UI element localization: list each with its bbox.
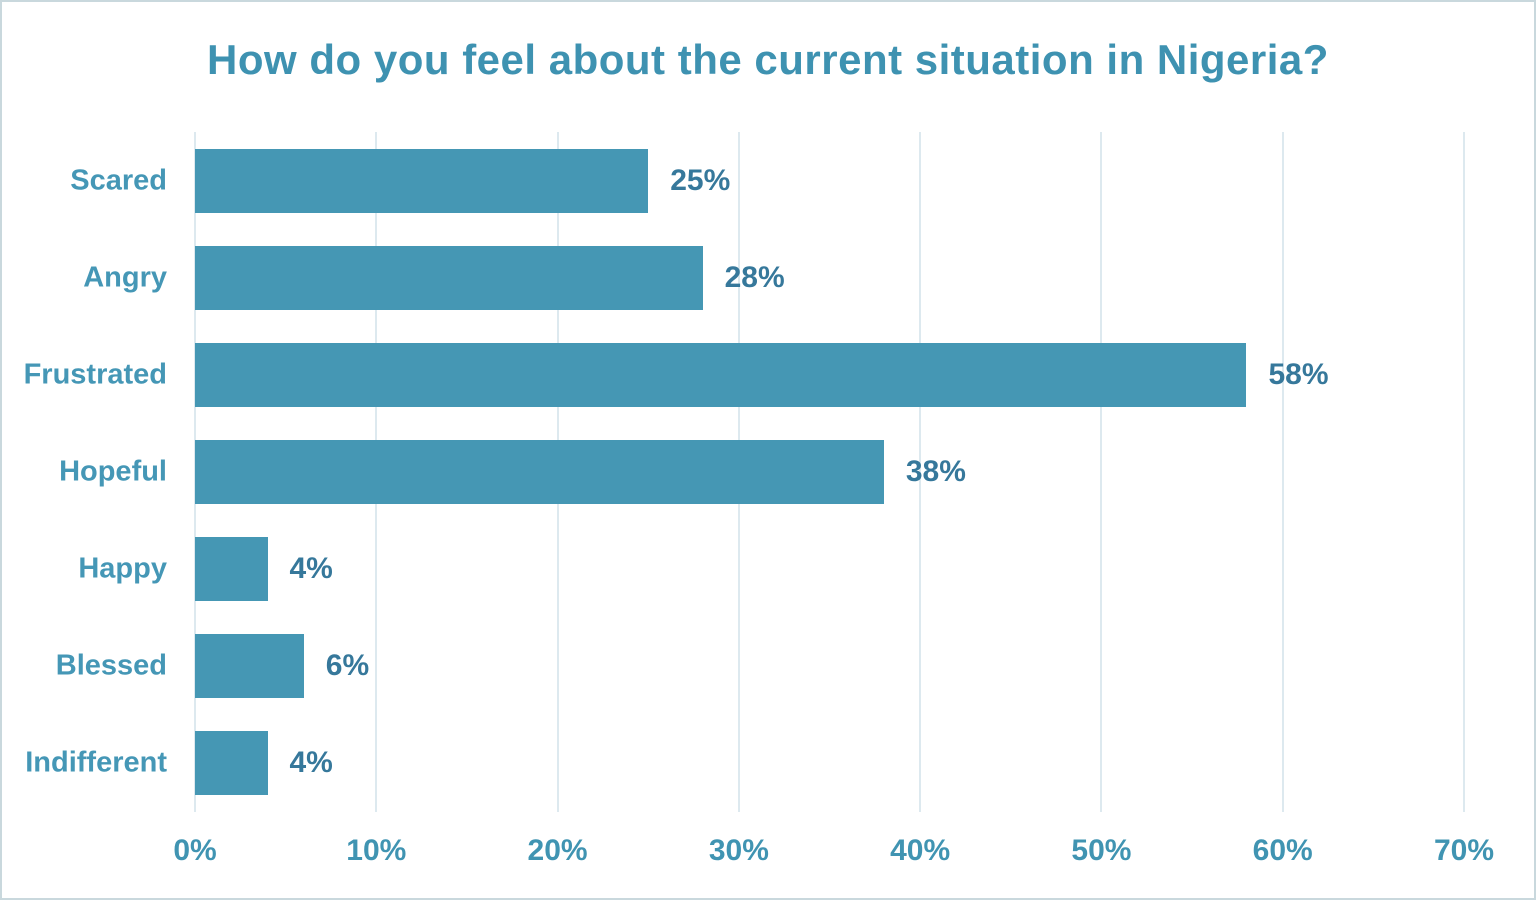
bar: [195, 634, 304, 699]
value-label: 4%: [289, 746, 333, 780]
category-label: Indifferent: [25, 746, 167, 779]
category-label: Frustrated: [23, 358, 167, 391]
x-axis: 0% 10% 20% 30% 40% 50% 60% 70%: [173, 834, 1494, 884]
bar: [195, 342, 1247, 407]
bar: [195, 245, 703, 310]
x-tick-label: 50%: [1071, 834, 1132, 867]
category-label: Angry: [83, 261, 167, 294]
x-tick-label: 10%: [346, 834, 407, 867]
plot-area: Scared 25% Angry 28% Frustrated 58% Hopeful 38%…: [24, 132, 1465, 812]
bar-row: Happy 4%: [78, 521, 1464, 618]
value-label: 58%: [1268, 357, 1329, 391]
category-label: Scared: [70, 164, 167, 197]
bar: [195, 148, 649, 213]
value-label: 25%: [670, 163, 731, 197]
x-tick-label: 0%: [173, 834, 217, 867]
chart-title: How do you feel about the current situat…: [207, 36, 1329, 83]
x-tick-label: 20%: [527, 834, 588, 867]
bar-row: Angry 28%: [83, 229, 1464, 326]
value-label: 28%: [724, 260, 785, 294]
x-tick-label: 60%: [1252, 834, 1313, 867]
category-label: Happy: [78, 552, 167, 585]
x-tick-label: 40%: [890, 834, 951, 867]
bar-row: Blessed 6%: [56, 618, 1464, 715]
bar-row: Indifferent 4%: [25, 715, 1464, 812]
bar: [195, 537, 268, 602]
category-label: Blessed: [55, 649, 167, 682]
bar-row: Scared 25%: [70, 132, 1464, 229]
value-label: 4%: [289, 552, 333, 586]
gridline: [1100, 132, 1103, 812]
bar: [195, 731, 268, 796]
x-tick-label: 30%: [708, 834, 769, 867]
bar: [195, 439, 884, 504]
bar-row: Hopeful 38%: [59, 423, 1464, 520]
value-label: 38%: [905, 454, 966, 488]
bar-row: Frustrated 58%: [24, 326, 1464, 423]
x-tick-label: 70%: [1433, 834, 1495, 867]
gridline: [1463, 132, 1465, 812]
gridline: [919, 132, 922, 812]
value-label: 6%: [325, 649, 370, 683]
category-label: Hopeful: [59, 455, 167, 488]
gridline: [1281, 132, 1284, 812]
